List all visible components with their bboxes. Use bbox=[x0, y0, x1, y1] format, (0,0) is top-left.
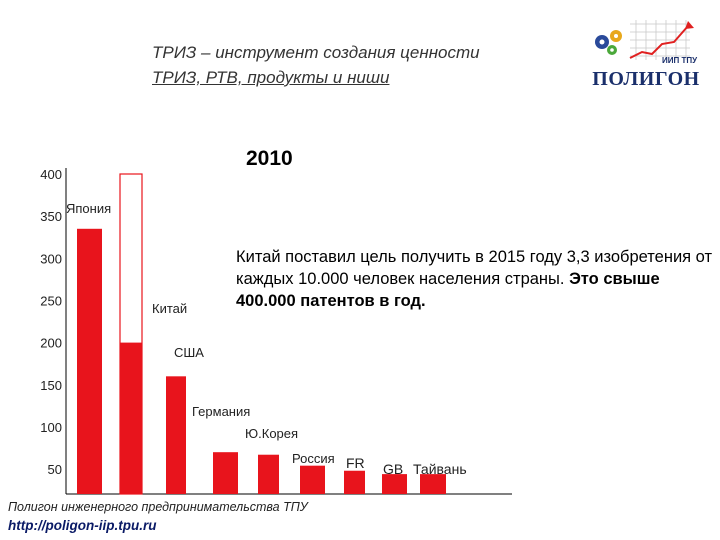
y-tick-label: 250 bbox=[40, 293, 62, 308]
note-text: Китай поставил цель получить в 2015 году… bbox=[236, 248, 713, 288]
y-tick-label: 400 bbox=[40, 167, 62, 182]
note-bold-text: Это свыше 400.000 патентов в год. bbox=[236, 270, 660, 310]
y-tick-label: 150 bbox=[40, 378, 62, 393]
category-label: Ю.Корея bbox=[245, 426, 298, 441]
category-label: GB bbox=[383, 461, 403, 477]
header: ТРИЗ – инструмент создания ценности ТРИЗ… bbox=[152, 40, 572, 90]
header-subtitle[interactable]: ТРИЗ, РТВ, продукты и ниши bbox=[152, 68, 390, 87]
y-tick-label: 50 bbox=[48, 462, 62, 477]
bar-1 bbox=[120, 342, 142, 494]
bar-0 bbox=[77, 228, 102, 495]
category-label: Китай bbox=[152, 301, 187, 316]
poligon-logo: ИИП ТПУ ПОЛИГОН bbox=[590, 18, 702, 94]
y-tick-label: 300 bbox=[40, 251, 62, 266]
category-label: США bbox=[174, 345, 204, 360]
category-label: Япония bbox=[66, 201, 111, 216]
category-label: Россия bbox=[292, 451, 335, 466]
bar-6 bbox=[344, 470, 365, 494]
bar-7 bbox=[382, 474, 407, 494]
header-title: ТРИЗ – инструмент создания ценности bbox=[152, 43, 480, 62]
bar-3 bbox=[213, 452, 238, 494]
footer-link[interactable]: http://poligon-iip.tpu.ru bbox=[8, 518, 157, 533]
y-tick-label: 200 bbox=[40, 336, 62, 351]
y-tick-label: 350 bbox=[40, 209, 62, 224]
bar-5 bbox=[300, 465, 325, 494]
category-label: Германия bbox=[192, 404, 250, 419]
bar-4 bbox=[258, 454, 279, 494]
chart-title: 2010 bbox=[246, 147, 293, 170]
china-goal-note: Китай поставил цель получить в 2015 году… bbox=[236, 246, 716, 312]
logo-name: ПОЛИГОН bbox=[592, 68, 700, 90]
y-tick-label: 100 bbox=[40, 420, 62, 435]
logo-gear-grid-icon bbox=[595, 20, 694, 60]
bar-8 bbox=[420, 474, 446, 494]
bar-2 bbox=[166, 376, 186, 494]
logo-subtitle: ИИП ТПУ bbox=[662, 56, 698, 65]
category-label: FR bbox=[346, 455, 365, 471]
category-label: Тайвань bbox=[413, 461, 467, 477]
footer-org: Полигон инженерного предпринимательства … bbox=[8, 500, 308, 514]
